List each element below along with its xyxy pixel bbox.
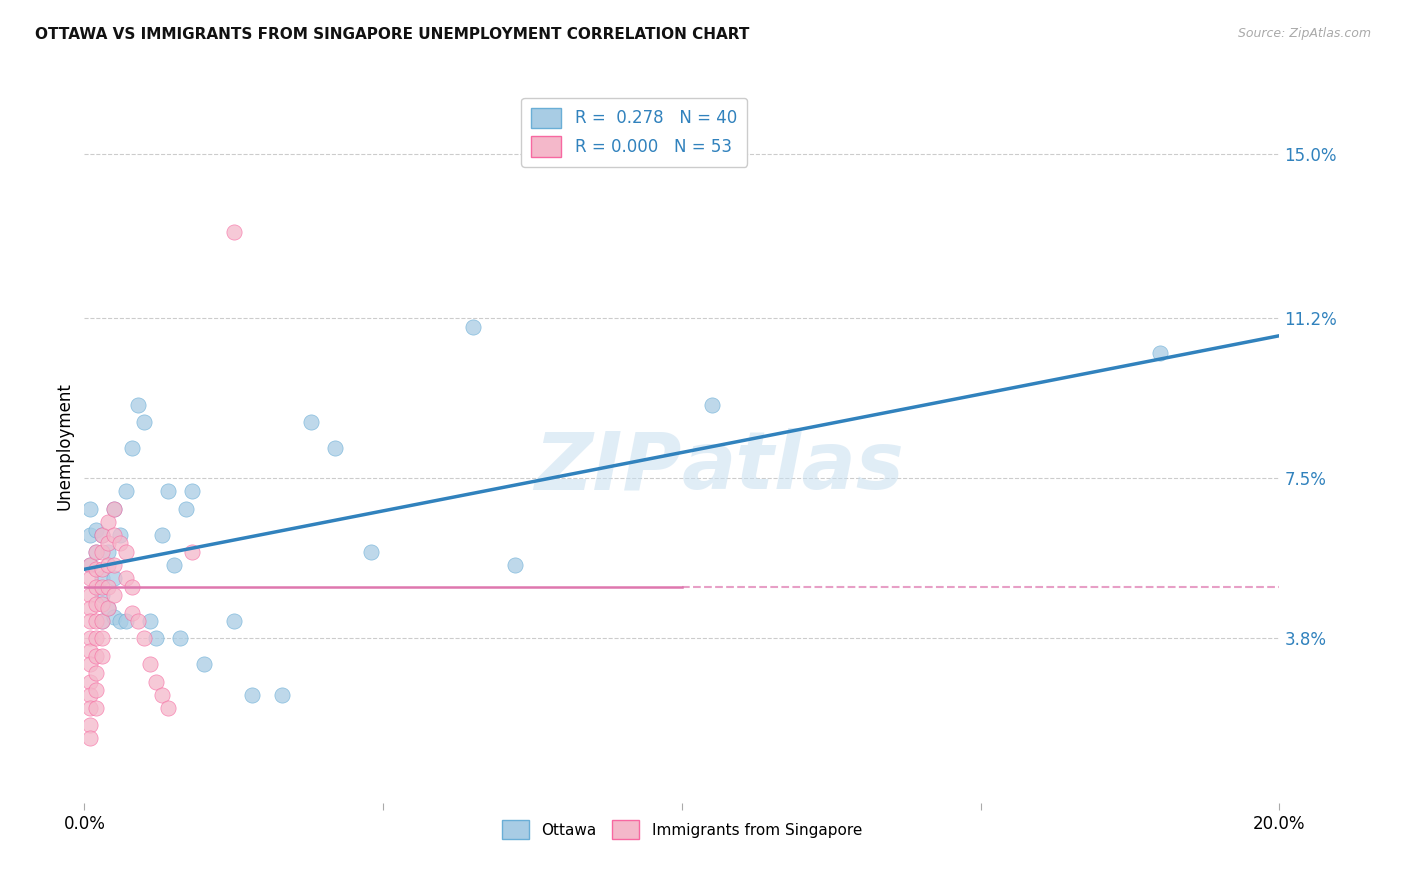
Point [145, 632, 167, 646]
Point [240, 688, 263, 702]
Point [163, 558, 186, 572]
Point [222, 614, 245, 628]
Point [157, 484, 180, 499]
Point [91, 571, 114, 585]
Point [79, 527, 101, 541]
Point [121, 580, 143, 594]
Point [169, 632, 191, 646]
Point [86, 545, 108, 559]
Point [325, 441, 347, 455]
Point [115, 571, 138, 585]
Point [79, 588, 101, 602]
Point [86, 683, 108, 698]
Point [181, 484, 204, 499]
Point [86, 545, 108, 559]
Point [193, 657, 215, 672]
Point [503, 558, 526, 572]
Text: OTTAWA VS IMMIGRANTS FROM SINGAPORE UNEMPLOYMENT CORRELATION CHART: OTTAWA VS IMMIGRANTS FROM SINGAPORE UNEM… [35, 27, 749, 42]
Point [91, 588, 114, 602]
Point [86, 700, 108, 714]
Point [103, 571, 125, 585]
Point [91, 614, 114, 628]
Point [115, 484, 138, 499]
Point [86, 524, 108, 538]
Point [181, 545, 204, 559]
Point [79, 501, 101, 516]
Point [150, 527, 173, 541]
Point [103, 501, 125, 516]
Point [86, 666, 108, 681]
Point [86, 597, 108, 611]
Point [97, 558, 120, 572]
Point [150, 688, 173, 702]
Point [79, 674, 101, 689]
Text: Source: ZipAtlas.com: Source: ZipAtlas.com [1237, 27, 1371, 40]
Point [139, 614, 162, 628]
Point [91, 527, 114, 541]
Point [461, 320, 484, 334]
Point [79, 688, 101, 702]
Point [79, 632, 101, 646]
Point [700, 398, 723, 412]
Point [86, 562, 108, 576]
Point [91, 632, 114, 646]
Point [91, 545, 114, 559]
Text: atlas: atlas [682, 428, 904, 507]
Point [1149, 346, 1171, 360]
Point [97, 536, 120, 550]
Point [91, 580, 114, 594]
Point [79, 601, 101, 615]
Point [97, 515, 120, 529]
Point [91, 597, 114, 611]
Point [103, 527, 125, 541]
Point [145, 674, 167, 689]
Point [103, 501, 125, 516]
Point [97, 601, 120, 615]
Text: ZIP: ZIP [534, 428, 682, 507]
Point [222, 225, 245, 239]
Y-axis label: Unemployment: Unemployment [55, 382, 73, 510]
Point [97, 601, 120, 615]
Point [103, 610, 125, 624]
Point [121, 441, 143, 455]
Point [79, 558, 101, 572]
Point [97, 580, 120, 594]
Point [79, 558, 101, 572]
Point [103, 558, 125, 572]
Point [86, 614, 108, 628]
Point [91, 562, 114, 576]
Point [157, 700, 180, 714]
Point [91, 527, 114, 541]
Point [97, 545, 120, 559]
Point [79, 731, 101, 745]
Point [79, 614, 101, 628]
Point [115, 545, 138, 559]
Point [86, 632, 108, 646]
Point [79, 644, 101, 658]
Point [91, 614, 114, 628]
Point [79, 700, 101, 714]
Point [110, 527, 132, 541]
Point [174, 501, 197, 516]
Point [360, 545, 382, 559]
Point [139, 657, 162, 672]
Point [86, 580, 108, 594]
Point [79, 657, 101, 672]
Point [110, 536, 132, 550]
Point [115, 614, 138, 628]
Point [127, 398, 149, 412]
Point [270, 688, 292, 702]
Point [301, 415, 323, 429]
Legend: Ottawa, Immigrants from Singapore: Ottawa, Immigrants from Singapore [496, 814, 868, 845]
Point [103, 588, 125, 602]
Point [79, 718, 101, 732]
Point [91, 648, 114, 663]
Point [121, 606, 143, 620]
Point [127, 614, 149, 628]
Point [132, 415, 156, 429]
Point [79, 571, 101, 585]
Point [132, 632, 156, 646]
Point [110, 614, 132, 628]
Point [86, 648, 108, 663]
